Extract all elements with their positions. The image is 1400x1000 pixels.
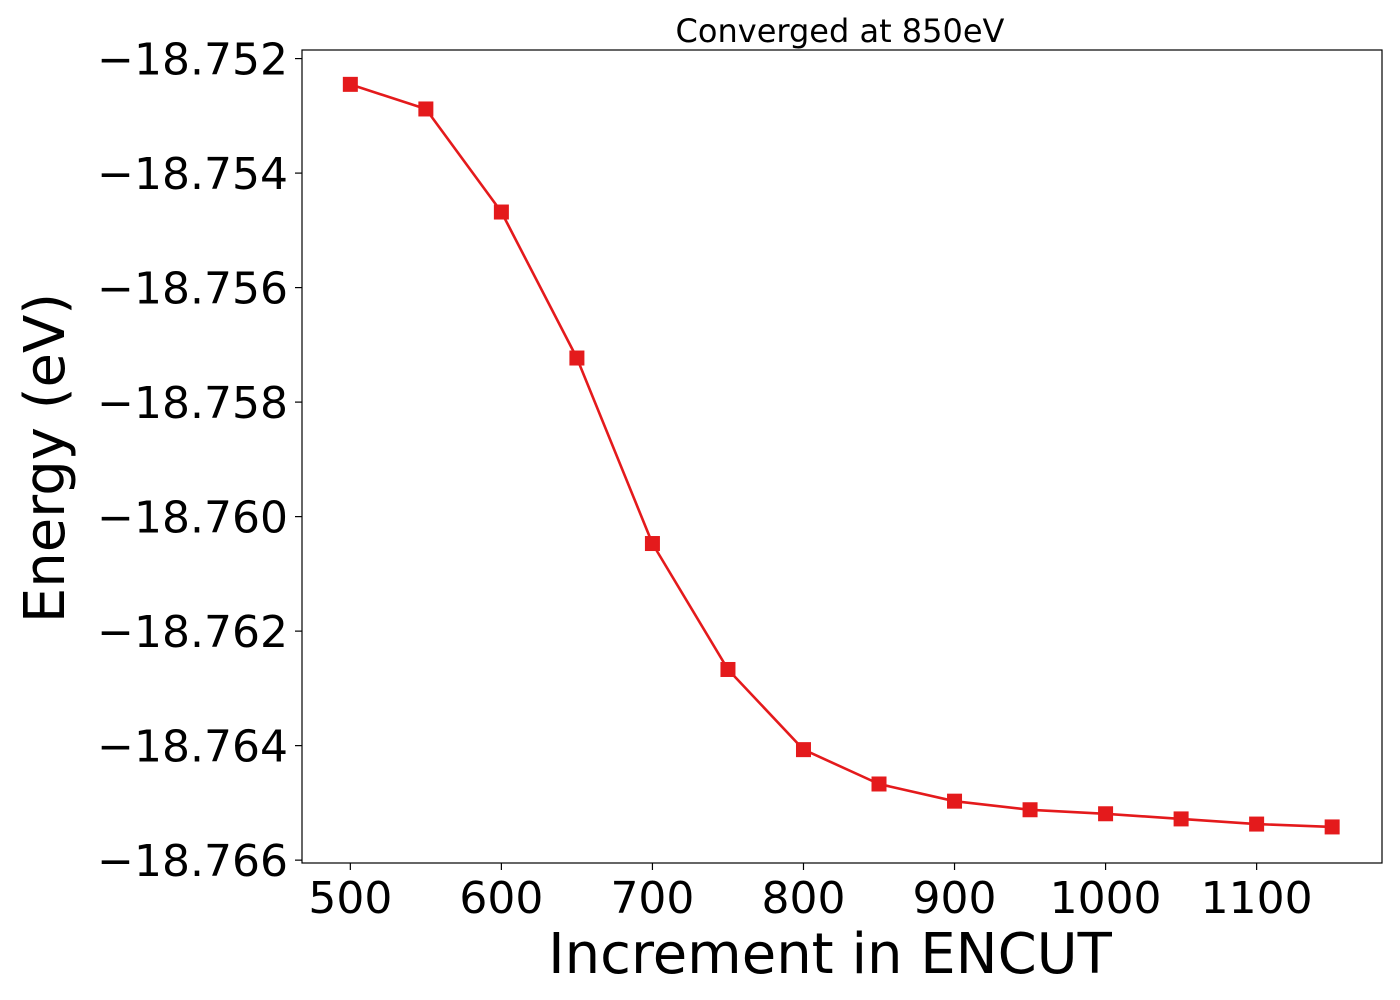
x-tick-label: 600 (459, 873, 543, 924)
x-axis: 500 600 700 800 900 1000 1100 (308, 863, 1313, 924)
data-point-marker (1324, 819, 1340, 835)
data-point-marker (795, 742, 811, 758)
data-point-marker (493, 204, 509, 220)
x-tick-label: 800 (761, 873, 845, 924)
data-point-marker (569, 350, 585, 366)
data-point-marker (720, 661, 736, 677)
y-tick-label: −18.752 (97, 35, 288, 86)
x-tick-label: 500 (308, 873, 392, 924)
y-tick-label: −18.762 (97, 607, 288, 658)
series-line (349, 83, 1333, 829)
x-tick-label: 700 (610, 873, 694, 924)
data-point-marker (1249, 816, 1265, 832)
y-tick-label: −18.756 (97, 264, 288, 315)
y-tick-label: −18.766 (97, 836, 288, 887)
data-point-marker (1022, 802, 1038, 818)
data-point-marker (871, 776, 887, 792)
y-axis-label: Energy (eV) (13, 293, 78, 623)
x-tick-label: 1100 (1201, 873, 1313, 924)
x-axis-label: Increment in ENCUT (548, 922, 1113, 987)
data-point-marker (644, 536, 660, 552)
y-tick-label: −18.760 (97, 493, 288, 544)
y-tick-label: −18.764 (97, 722, 288, 773)
chart-title: Converged at 850eV (676, 12, 1005, 50)
data-point-marker (947, 793, 963, 809)
plot-frame (301, 49, 1383, 864)
data-point-marker (418, 101, 434, 117)
y-axis: −18.752 −18.754 −18.756 −18.758 −18.760 −18.7… (97, 35, 302, 887)
data-point-marker (1173, 811, 1189, 827)
series-layer (342, 76, 1340, 835)
y-tick-label: −18.754 (97, 149, 288, 200)
data-point-marker (1098, 806, 1114, 822)
y-tick-label: −18.758 (97, 378, 288, 429)
data-point-marker (342, 76, 358, 92)
x-tick-label: 1000 (1050, 873, 1162, 924)
x-tick-label: 900 (913, 873, 997, 924)
